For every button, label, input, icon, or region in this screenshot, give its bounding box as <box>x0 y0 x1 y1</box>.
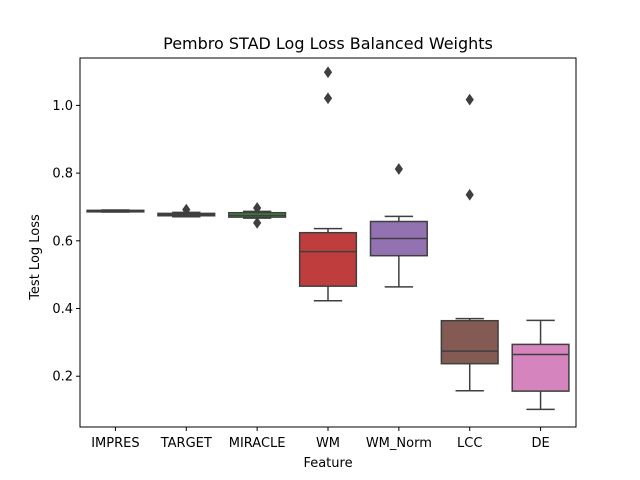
outlier-point <box>465 188 474 201</box>
x-axis-label: Feature <box>303 456 352 471</box>
x-tick-label: LCC <box>457 436 482 451</box>
y-tick-label: 0.2 <box>52 370 73 385</box>
plot-area: 0.2 0.4 0.6 0.8 1.0 IMPRES TARGET MIRACLE WM WM_N… <box>52 57 577 451</box>
outlier-point <box>465 93 474 106</box>
chart-title: Pembro STAD Log Loss Balanced Weights <box>163 34 493 53</box>
y-tick-label: 1.0 <box>52 99 73 114</box>
y-tick-label: 0.4 <box>52 302 73 317</box>
outlier-point <box>323 66 333 79</box>
x-tick-label: IMPRES <box>91 436 139 451</box>
box-wm <box>298 231 358 287</box>
x-tick-label: DE <box>531 436 549 451</box>
x-tick-label: MIRACLE <box>229 436 286 451</box>
y-tick-label: 0.8 <box>52 167 73 182</box>
y-axis-label: Test Log Loss <box>28 214 43 301</box>
x-tick-label: WM <box>316 436 340 451</box>
outlier-point <box>253 216 262 229</box>
outlier-point <box>323 92 333 105</box>
x-tick-label: WM_Norm <box>366 436 432 451</box>
outlier-point <box>394 163 403 175</box>
y-tick-label: 0.6 <box>52 234 73 249</box>
outlier-point <box>182 203 191 216</box>
box-de <box>511 343 570 392</box>
box-lcc <box>440 319 499 365</box>
outlier-point <box>253 202 262 214</box>
x-tick-label: TARGET <box>160 436 212 451</box>
